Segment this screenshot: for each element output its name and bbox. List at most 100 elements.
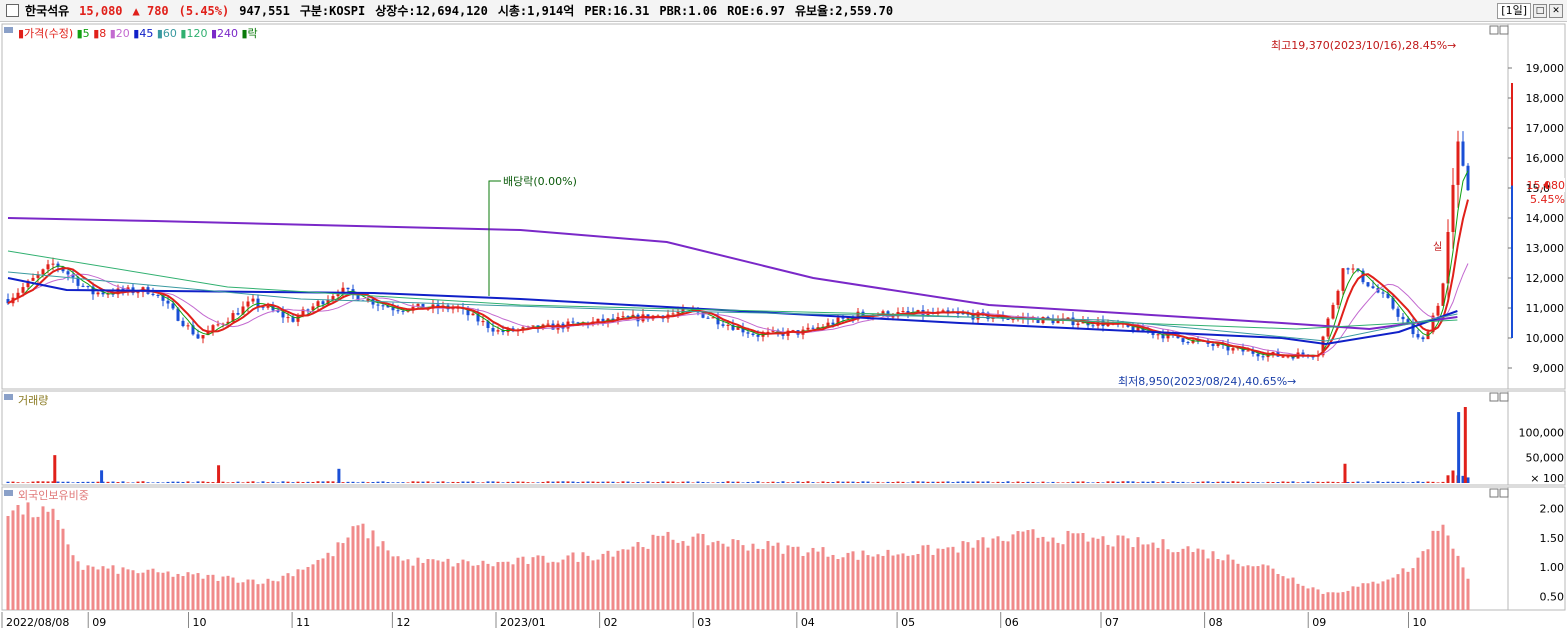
volume-bar: [1336, 482, 1340, 483]
foreign-bar: [1221, 560, 1225, 610]
volume-bar: [151, 482, 155, 483]
candle-body: [1321, 336, 1325, 356]
volume-bar: [856, 482, 860, 483]
candle-body: [1076, 323, 1080, 326]
volume-bar: [1046, 482, 1050, 483]
volume-bar: [1041, 481, 1045, 483]
foreign-bar: [501, 561, 505, 610]
panel-restore-icon[interactable]: [1489, 392, 1499, 402]
volume-spike-bar: [1343, 463, 1347, 483]
candle-body: [1086, 320, 1090, 326]
volume-bar: [706, 482, 710, 483]
panel-restore-icon[interactable]: [1489, 488, 1499, 498]
volume-bar: [126, 482, 130, 483]
foreign-bar: [266, 578, 270, 610]
foreign-bar: [861, 550, 865, 610]
volume-bar: [1111, 481, 1115, 483]
volume-bar: [376, 481, 380, 483]
candle-body: [26, 280, 30, 288]
candle-body: [1441, 283, 1445, 306]
candle-body: [1331, 304, 1335, 319]
y-tick-label: × 100: [1530, 472, 1564, 485]
candle-body: [1421, 337, 1425, 340]
candle-body: [1246, 350, 1250, 352]
foreign-bar: [1051, 537, 1055, 610]
candle-body: [321, 301, 325, 305]
foreign-bar: [581, 552, 585, 610]
volume-bar: [1161, 481, 1165, 483]
foreign-bar: [1396, 574, 1400, 610]
close-icon[interactable]: ✕: [1549, 4, 1563, 18]
candle-body: [236, 313, 240, 315]
foreign-bar: [1106, 544, 1110, 610]
volume-bar: [541, 481, 545, 483]
volume-bar: [361, 481, 365, 483]
candle-body: [66, 271, 70, 275]
volume-bar: [921, 481, 925, 483]
volume-bar: [686, 481, 690, 483]
panel-handle-icon[interactable]: [4, 27, 13, 33]
volume-bar: [231, 482, 235, 483]
foreign-bar: [1166, 549, 1170, 610]
volume-bar: [551, 481, 555, 483]
foreign-bar: [16, 505, 20, 610]
volume-bar: [451, 481, 455, 483]
foreign-bar: [1026, 530, 1030, 610]
candle-body: [416, 303, 420, 307]
panel-close-icon[interactable]: [1499, 392, 1509, 402]
volume-bar: [626, 481, 630, 483]
candle-body: [176, 308, 180, 321]
y-tick-label: 1.50: [1540, 532, 1565, 545]
foreign-bar: [1061, 544, 1065, 610]
panel-handle-icon[interactable]: [4, 490, 13, 496]
volume-bar: [1011, 482, 1015, 483]
volume-bar: [866, 481, 870, 483]
foreign-bar: [1446, 535, 1450, 610]
candle-body: [766, 331, 770, 334]
candle-body: [186, 325, 190, 327]
volume-bar: [1266, 481, 1270, 483]
foreign-bar: [96, 569, 100, 610]
foreign-bar: [1121, 535, 1125, 610]
legend-item: ▮120: [180, 27, 211, 40]
candle-body: [1446, 232, 1450, 284]
candle-body: [376, 304, 380, 306]
foreign-bar: [961, 541, 965, 610]
foreign-bar: [596, 559, 600, 610]
stock-name: 한국석유: [25, 4, 70, 18]
volume-bar: [716, 482, 720, 483]
volume-bar: [1021, 482, 1025, 483]
volume-bar: [481, 482, 485, 483]
foreign-bar: [671, 539, 675, 610]
candle-body: [1396, 308, 1400, 317]
foreign-bar: [1461, 567, 1465, 610]
candle-body: [1091, 325, 1095, 327]
foreign-bar: [906, 555, 910, 610]
volume-bar: [1206, 481, 1210, 483]
period-selector[interactable]: [1일]: [1497, 3, 1531, 19]
panel-close-icon[interactable]: [1499, 25, 1509, 35]
foreign-bar: [211, 574, 215, 610]
select-checkbox[interactable]: [6, 4, 19, 17]
price-change-pct: (5.45%): [178, 3, 230, 18]
foreign-bar: [1246, 565, 1250, 610]
candle-body: [1001, 314, 1005, 319]
panel-close-icon[interactable]: [1499, 488, 1509, 498]
maximize-icon[interactable]: □: [1533, 4, 1547, 18]
panel-handle-icon[interactable]: [4, 394, 13, 400]
foreign-bar: [801, 555, 805, 610]
volume-bar: [1431, 481, 1435, 483]
foreign-bar: [1001, 540, 1005, 610]
foreign-bar: [751, 543, 755, 610]
volume-bar: [1241, 481, 1245, 483]
volume-bar: [96, 481, 100, 483]
foreign-bar: [1331, 592, 1335, 610]
volume-bar: [961, 481, 965, 483]
x-tick-label: 11: [296, 616, 310, 629]
panel-restore-icon[interactable]: [1489, 25, 1499, 35]
low-annotation: 최저8,950(2023/08/24),40.65%→: [1118, 375, 1296, 388]
volume-bar: [1231, 481, 1235, 483]
candle-body: [101, 292, 105, 295]
candle-body: [301, 309, 305, 317]
x-tick-label: 08: [1209, 616, 1223, 629]
